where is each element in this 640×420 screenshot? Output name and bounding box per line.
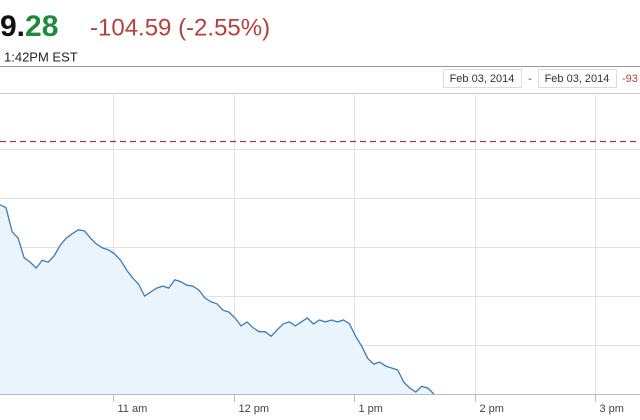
price-whole: 9. — [0, 10, 25, 43]
price-fraction: 28 — [25, 10, 58, 43]
date-box — [538, 69, 617, 88]
x-tick-label: 2 pm — [480, 403, 504, 415]
price-change: -104.59 (-2.55%) — [90, 14, 270, 41]
date-to: Feb 03, 2014 — [545, 73, 610, 85]
date-box — [443, 69, 522, 88]
x-tick-label: 11 am — [118, 403, 148, 415]
date-separator: - — [528, 73, 532, 85]
line — [0, 204, 435, 395]
price: 9.28 — [0, 10, 58, 43]
x-tick-label: 1 pm — [359, 403, 383, 415]
x-tick-label: 12 pm — [239, 403, 270, 415]
x-tick-label: 3 pm — [600, 403, 624, 415]
line-area — [0, 204, 434, 394]
date-from: Feb 03, 2014 — [450, 73, 515, 85]
range-extra: -93 — [622, 73, 638, 85]
quote-time: 1:42PM EST — [4, 49, 78, 64]
